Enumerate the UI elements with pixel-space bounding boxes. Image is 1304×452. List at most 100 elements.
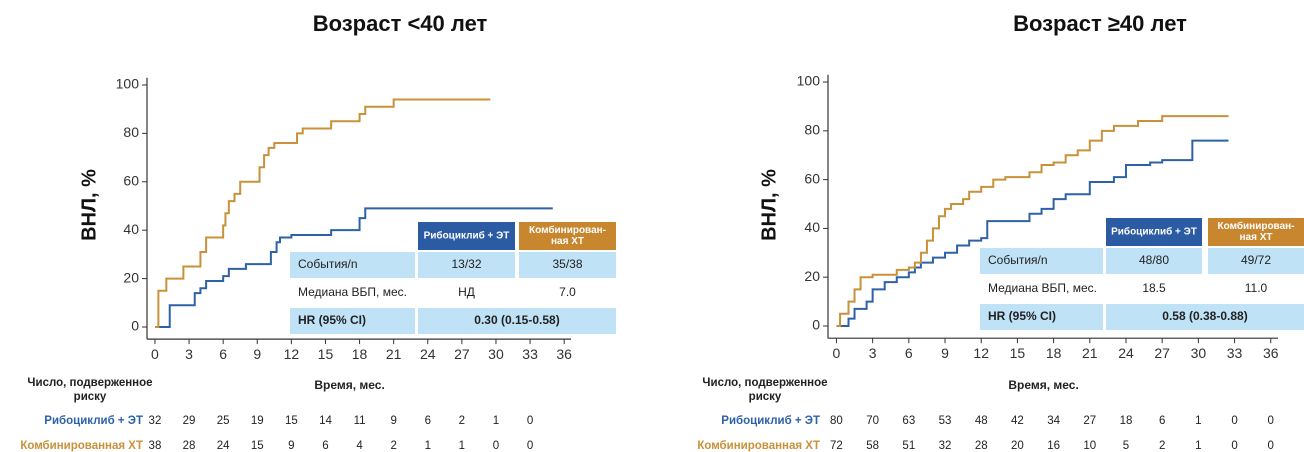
risk-row-name: Комбинированная ХТ	[20, 440, 143, 452]
risk-value: 63	[902, 415, 915, 427]
risk-row-name: Рибоциклиб + ЭТ	[44, 415, 143, 427]
table-cell	[418, 308, 616, 334]
chart-title: Возраст <40 лет	[313, 11, 488, 36]
y-tick-label: 100	[797, 73, 821, 89]
x-tick-label: 18	[352, 346, 368, 362]
risk-value: 0	[493, 440, 499, 452]
table-value: 48/80	[1139, 253, 1169, 267]
risk-value: 0	[1268, 415, 1274, 427]
x-tick-label: 30	[1191, 345, 1207, 361]
risk-value: 48	[975, 415, 988, 427]
km-curve	[836, 139, 1229, 328]
x-tick-label: 9	[941, 345, 949, 361]
table-header-cell	[1106, 218, 1202, 246]
x-axis-label: Время, мес.	[1008, 378, 1078, 392]
risk-value: 15	[285, 415, 298, 427]
risk-value: 0	[527, 415, 533, 427]
x-tick-label: 3	[185, 346, 193, 362]
table-cell	[290, 252, 415, 278]
y-axis-label: ВНЛ, %	[78, 169, 100, 241]
table-cell	[980, 248, 1103, 274]
table-row-label: HR (95% CI)	[988, 309, 1056, 323]
chart-title: Возраст ≥40 лет	[1013, 11, 1187, 36]
risk-value: 25	[217, 415, 230, 427]
risk-value: 9	[390, 415, 396, 427]
table-value: 11.0	[1245, 281, 1268, 295]
risk-value: 29	[183, 415, 196, 427]
x-tick-label: 21	[1082, 345, 1098, 361]
risk-value: 32	[149, 415, 162, 427]
table-header: Комбинирован-	[529, 224, 606, 236]
table-header-cell	[519, 222, 616, 250]
x-tick-label: 27	[1154, 345, 1170, 361]
risk-label: риску	[74, 391, 107, 403]
risk-value: 0	[527, 440, 533, 452]
risk-value: 1	[1195, 440, 1201, 452]
risk-value: 24	[217, 440, 230, 452]
risk-value: 18	[1120, 415, 1133, 427]
x-tick-label: 3	[869, 345, 877, 361]
risk-label: Число, подверженное	[27, 377, 152, 389]
risk-label: Число, подверженное	[702, 377, 827, 389]
x-tick-label: 9	[253, 346, 261, 362]
y-axis-label: ВНЛ, %	[758, 169, 780, 241]
table-header-cell	[418, 222, 515, 250]
x-tick-label: 36	[556, 346, 572, 362]
x-tick-label: 6	[219, 346, 227, 362]
table-header: Рибоциклиб + ЭТ	[424, 230, 510, 242]
x-axis-label: Время, мес.	[314, 378, 384, 392]
risk-value: 6	[425, 415, 431, 427]
risk-row-name: Рибоциклиб + ЭТ	[721, 415, 820, 427]
table-value: 35/38	[552, 257, 582, 271]
y-tick-label: 60	[804, 170, 820, 186]
risk-label: риску	[749, 391, 782, 403]
x-tick-label: 24	[420, 346, 436, 362]
table-value: НД	[458, 285, 475, 299]
y-tick-label: 20	[804, 268, 820, 284]
table-value: 0.30 (0.15-0.58)	[474, 313, 559, 327]
table-header: ная ХТ	[551, 236, 584, 247]
table-row-label: Медиана ВБП, мес.	[298, 285, 407, 299]
x-tick-label: 24	[1118, 345, 1134, 361]
table-cell	[519, 252, 616, 278]
table-value: 7.0	[559, 285, 576, 299]
y-tick-label: 80	[123, 124, 139, 140]
risk-value: 11	[354, 415, 366, 427]
y-tick-label: 0	[812, 317, 820, 333]
y-tick-label: 40	[804, 219, 820, 235]
x-tick-label: 18	[1046, 345, 1062, 361]
risk-value: 27	[1083, 415, 1096, 427]
y-tick-label: 20	[123, 269, 139, 285]
x-tick-label: 30	[488, 346, 504, 362]
risk-value: 1	[459, 440, 465, 452]
x-tick-label: 12	[284, 346, 300, 362]
table-cell	[980, 304, 1103, 330]
table-header: Комбинирован-	[1217, 220, 1294, 232]
risk-value: 28	[975, 440, 988, 452]
risk-value: 2	[459, 415, 465, 427]
risk-value: 58	[866, 440, 879, 452]
x-tick-label: 33	[522, 346, 538, 362]
table-header: ная ХТ	[1240, 232, 1273, 243]
table-value: 0.58 (0.38-0.88)	[1162, 309, 1247, 323]
table-cell	[1208, 248, 1304, 274]
table-cell	[290, 308, 415, 334]
km-curve	[154, 98, 491, 328]
risk-value: 42	[1011, 415, 1024, 427]
risk-value: 5	[1123, 440, 1129, 452]
table-row-label: HR (95% CI)	[298, 313, 366, 327]
risk-value: 51	[902, 440, 915, 452]
risk-value: 32	[939, 440, 952, 452]
risk-value: 70	[866, 415, 879, 427]
table-row-label: События/n	[988, 253, 1048, 267]
risk-value: 80	[830, 415, 843, 427]
risk-value: 28	[183, 440, 196, 452]
risk-value: 0	[1231, 415, 1237, 427]
table-cell	[1106, 304, 1304, 330]
x-tick-label: 36	[1263, 345, 1279, 361]
risk-value: 16	[1047, 440, 1060, 452]
risk-value: 14	[319, 415, 332, 427]
risk-value: 1	[1195, 415, 1201, 427]
risk-value: 72	[830, 440, 843, 452]
risk-value: 2	[390, 440, 396, 452]
